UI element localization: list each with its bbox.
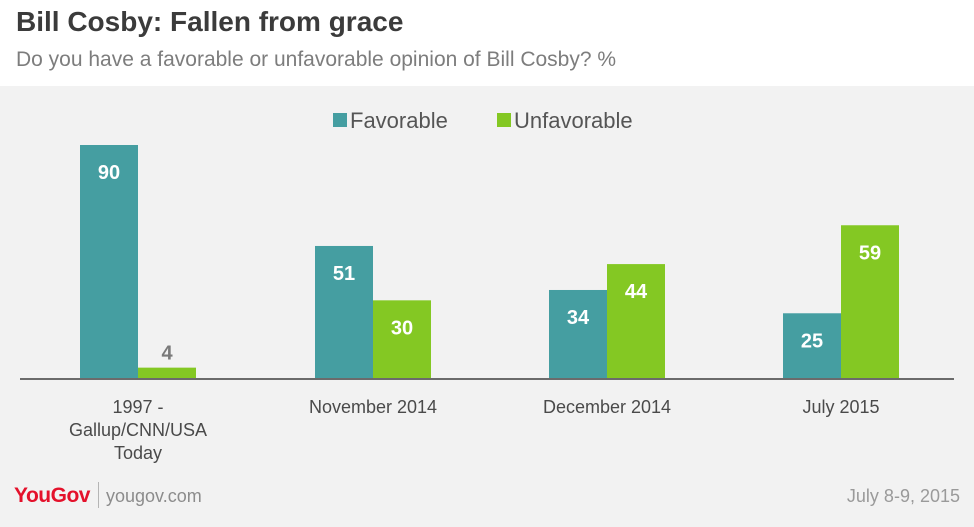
chart-title: Bill Cosby: Fallen from grace bbox=[16, 6, 404, 37]
legend-label-0: Favorable bbox=[350, 108, 448, 133]
category-label-1: November 2014 bbox=[309, 397, 437, 417]
data-label-1-3: 59 bbox=[859, 242, 881, 264]
data-label-1-2: 44 bbox=[625, 281, 648, 303]
yougov-logo: YouGov bbox=[14, 484, 90, 507]
data-label-0-1: 51 bbox=[333, 263, 355, 285]
bar-0-0 bbox=[80, 145, 138, 378]
chart-header: Bill Cosby: Fallen from grace Do you hav… bbox=[0, 0, 974, 86]
category-label-2: December 2014 bbox=[543, 397, 671, 417]
category-label-line: Gallup/CNN/USA bbox=[69, 420, 207, 440]
bar-1-1 bbox=[373, 300, 431, 378]
bar-1-0 bbox=[138, 367, 196, 378]
legend-label-1: Unfavorable bbox=[514, 108, 633, 133]
legend-swatch-0 bbox=[333, 113, 347, 127]
category-label-line: November 2014 bbox=[309, 397, 437, 417]
data-label-0-2: 34 bbox=[567, 307, 590, 329]
bar-1-2 bbox=[607, 264, 665, 378]
footer-date: July 8-9, 2015 bbox=[846, 486, 960, 506]
category-label-line: December 2014 bbox=[543, 397, 671, 417]
legend-swatch-1 bbox=[497, 113, 511, 127]
category-label-0: 1997 - Gallup/CNN/USA Today bbox=[69, 397, 207, 463]
data-label-0-0: 90 bbox=[98, 162, 120, 184]
category-label-line: Today bbox=[114, 443, 162, 463]
bar-0-2 bbox=[549, 289, 607, 378]
data-label-1-1: 30 bbox=[391, 317, 413, 339]
bar-1-3 bbox=[841, 225, 899, 378]
footer-separator bbox=[98, 482, 99, 508]
category-label-line: 1997 - bbox=[112, 397, 163, 417]
category-label-3: July 2015 bbox=[802, 397, 879, 417]
bar-0-3 bbox=[783, 313, 841, 378]
category-label-line: July 2015 bbox=[802, 397, 879, 417]
chart-subtitle: Do you have a favorable or unfavorable o… bbox=[16, 48, 617, 71]
data-label-1-0: 4 bbox=[161, 343, 173, 365]
data-label-0-3: 25 bbox=[801, 330, 823, 352]
footer-site-link[interactable]: yougov.com bbox=[106, 486, 202, 506]
bar-0-1 bbox=[315, 245, 373, 378]
plot-background bbox=[0, 86, 974, 527]
